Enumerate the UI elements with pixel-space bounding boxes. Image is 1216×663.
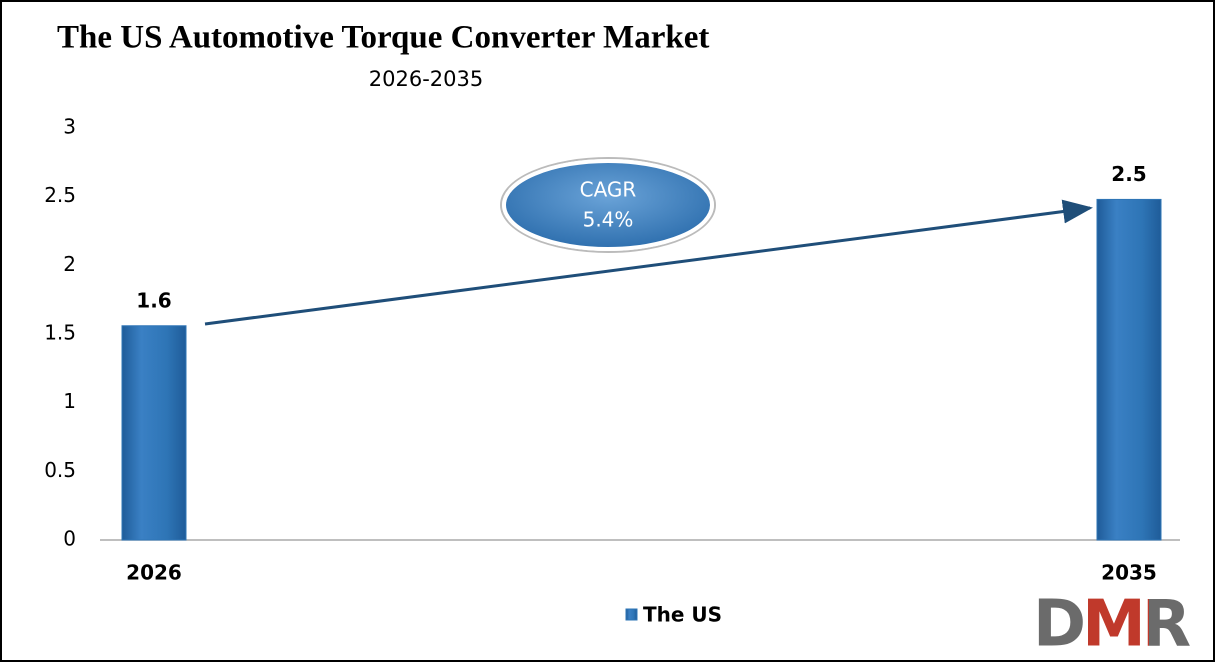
x-tick-label: 2026	[126, 561, 182, 585]
y-tick-label: 3	[63, 115, 76, 139]
legend-swatch	[625, 608, 638, 621]
y-tick-label: 0	[63, 527, 76, 551]
bar	[1096, 198, 1162, 541]
annotation-value: 5.4%	[583, 208, 634, 232]
y-tick-label: 2	[63, 252, 76, 276]
annotation-bubble	[502, 159, 714, 251]
data-label: 1.6	[136, 288, 171, 312]
x-tick-label: 2035	[1101, 561, 1157, 585]
y-tick-label: 0.5	[44, 458, 76, 482]
y-tick-label: 1.5	[44, 321, 76, 345]
bar	[121, 325, 187, 541]
legend-label: The US	[643, 603, 722, 627]
chart-title: The US Automotive Torque Converter Marke…	[57, 20, 709, 56]
y-tick-label: 1	[63, 389, 76, 413]
logo: DMR	[1033, 588, 1190, 662]
trend-arrow	[204, 199, 1093, 326]
annotation-outline	[500, 157, 716, 253]
data-label: 2.5	[1111, 162, 1146, 186]
annotation-label: CAGR	[580, 178, 637, 202]
y-tick-label: 2.5	[44, 183, 76, 207]
chart-subtitle: 2026-2035	[369, 67, 483, 91]
